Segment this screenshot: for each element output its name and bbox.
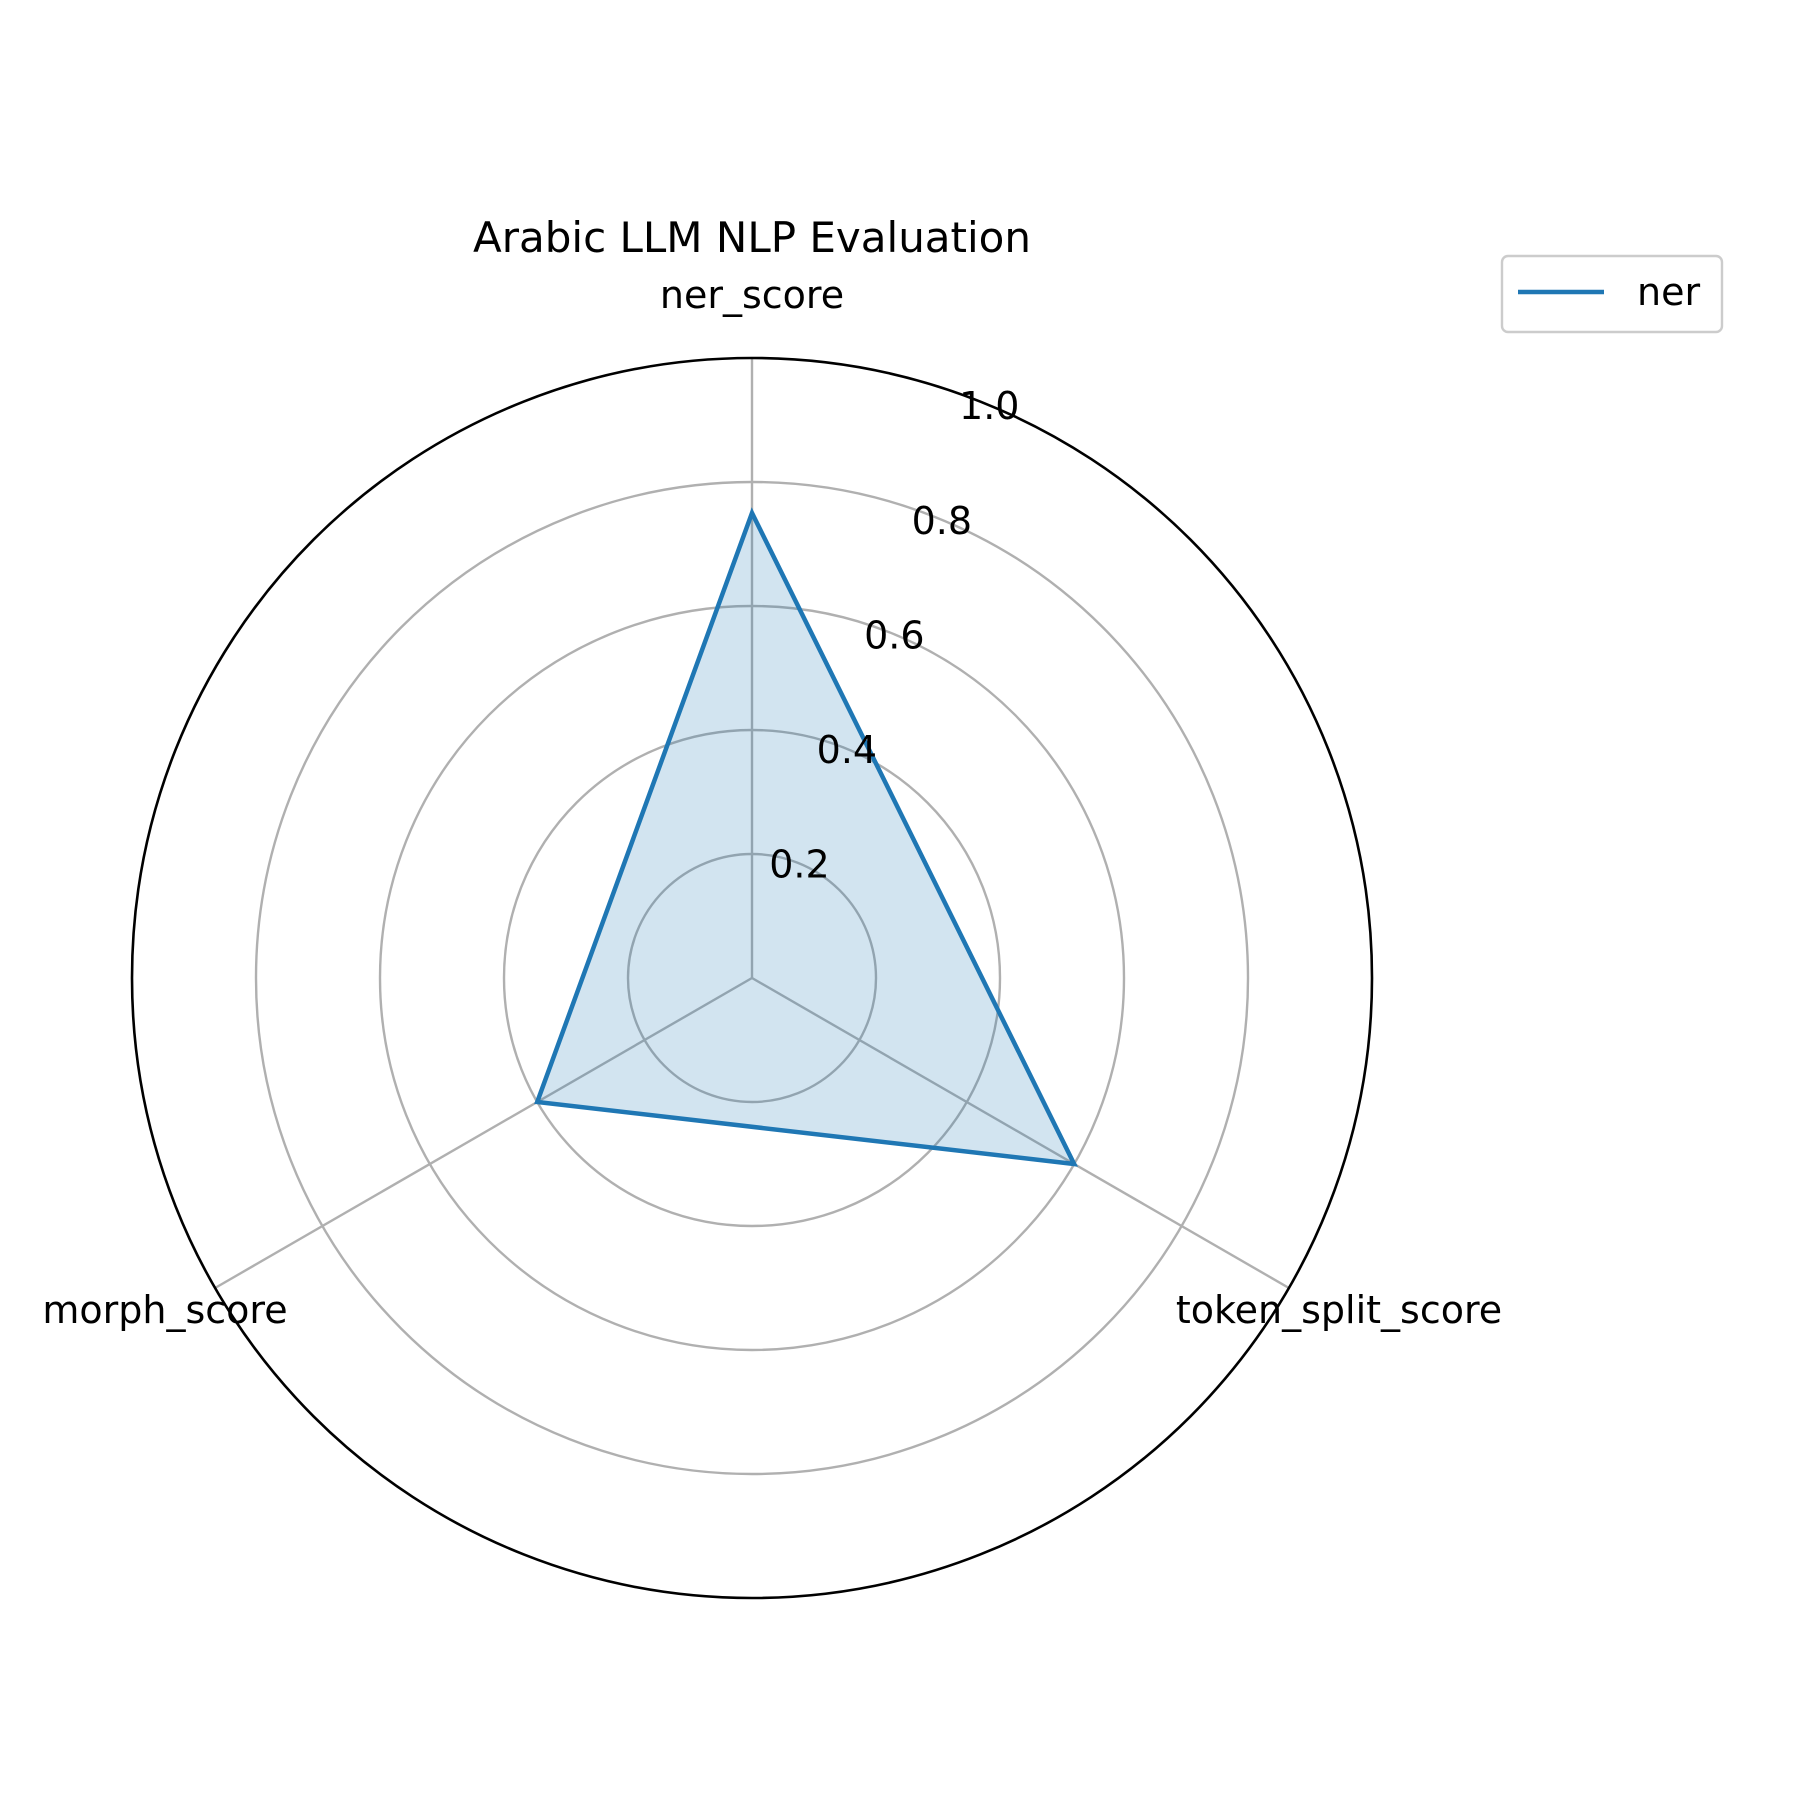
grid: [130, 356, 1374, 1600]
radial-tick-label: 0.8: [912, 499, 972, 543]
axis-spoke: [751, 976, 1290, 1290]
axis-spoke: [214, 976, 753, 1290]
radial-tick-label: 1.0: [959, 384, 1019, 428]
radial-tick-label: 0.4: [817, 728, 877, 772]
legend-label: ner: [1637, 270, 1700, 314]
series-line: [534, 507, 1079, 1167]
axis-label: morph_score: [42, 1288, 287, 1332]
axis-label: token_split_score: [1176, 1288, 1502, 1332]
axis-label: ner_score: [660, 273, 844, 317]
series-layer: [534, 507, 1079, 1167]
legend-box: [1500, 254, 1724, 334]
outer-spine: [130, 356, 1374, 1600]
radial-tick-label: 0.2: [769, 842, 829, 886]
radial-tick-label: 0.6: [864, 613, 924, 657]
series-area: [537, 513, 1075, 1164]
chart-title: Arabic LLM NLP Evaluation: [473, 213, 1031, 262]
axis-labels: 0.2 0.4 0.6 0.8 1.0 ner_score token_split_scor…: [42, 273, 1502, 1332]
legend: ner: [1500, 254, 1724, 334]
